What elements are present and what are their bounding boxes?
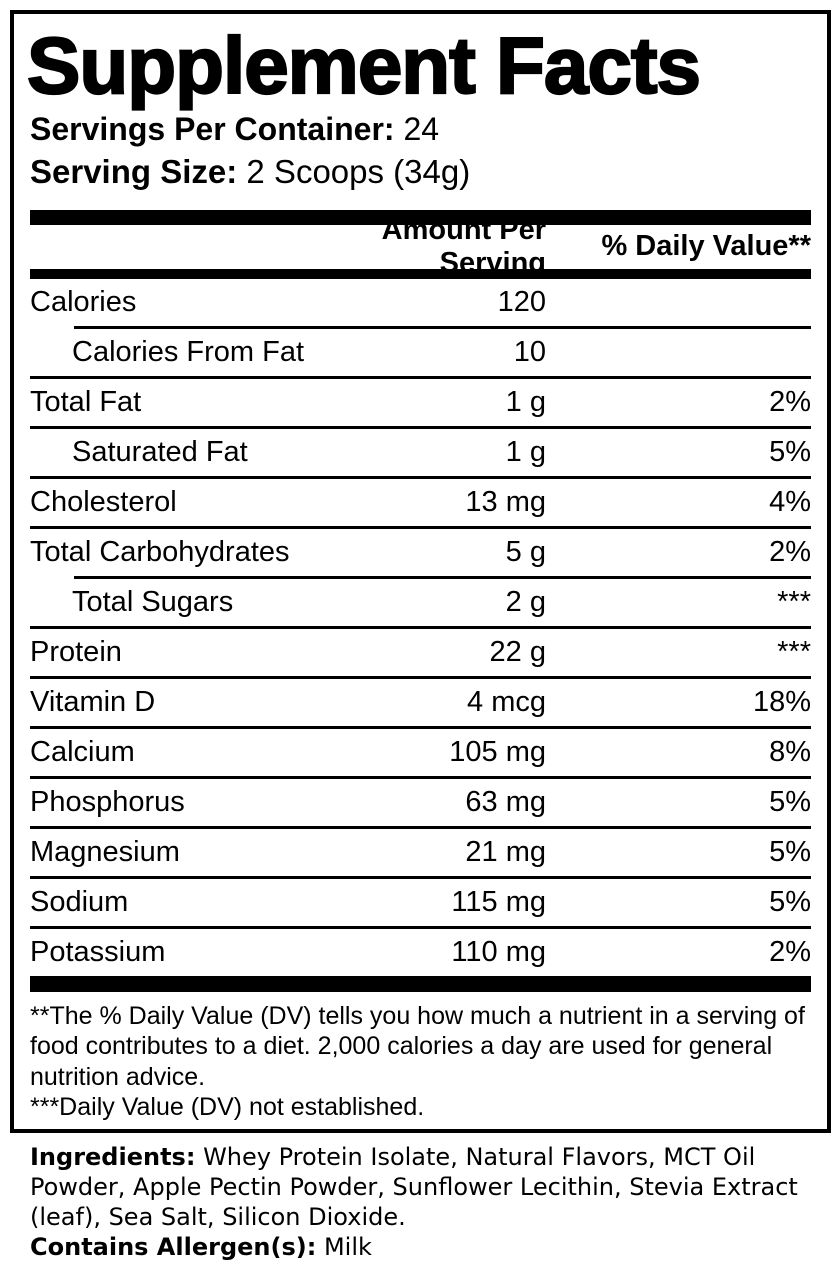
daily-value-header: % Daily Value**	[601, 230, 811, 263]
allergen-value: Milk	[323, 1233, 372, 1261]
table-row: Protein 22 g ***	[30, 629, 811, 676]
serving-size-label: Serving Size:	[30, 152, 238, 190]
row-separator	[30, 475, 811, 479]
nutrient-daily-value: ***	[777, 585, 811, 618]
supplement-facts-panel: Supplement Facts Servings Per Container:…	[10, 10, 831, 1133]
nutrient-amount: 63 mg	[465, 785, 546, 818]
footnote-not-established: ***Daily Value (DV) not established.	[30, 1093, 425, 1122]
nutrient-name: Total Fat	[30, 385, 142, 418]
table-row: Saturated Fat 1 g 5%	[30, 429, 811, 476]
nutrient-name: Phosphorus	[30, 785, 185, 818]
nutrient-amount: 10	[513, 335, 546, 368]
nutrient-amount: 5 g	[505, 535, 546, 568]
nutrient-name: Protein	[30, 635, 122, 668]
row-separator	[30, 375, 811, 379]
divider-thick-bottom	[30, 975, 811, 992]
servings-per-container-line: Servings Per Container: 24	[30, 109, 811, 151]
serving-size-line: Serving Size: 2 Scoops (34g)	[30, 151, 811, 194]
row-separator	[30, 525, 811, 529]
nutrient-amount: 120	[497, 285, 546, 318]
table-row: Potassium 110 mg 2%	[30, 929, 811, 976]
allergen-label: Contains Allergen(s):	[30, 1233, 317, 1261]
nutrient-name: Calories	[30, 285, 137, 318]
nutrient-name: Potassium	[30, 935, 166, 968]
nutrient-name: Total Carbohydrates	[30, 535, 290, 568]
table-row: Total Sugars 2 g ***	[30, 579, 811, 626]
nutrient-amount: 4 mcg	[467, 685, 546, 718]
nutrient-daily-value: 18%	[752, 685, 811, 718]
table-row: Calories 120	[30, 279, 811, 326]
nutrient-amount: 2 g	[505, 585, 546, 618]
divider-thick-top	[30, 209, 811, 225]
nutrient-name: Cholesterol	[30, 485, 177, 518]
row-separator	[74, 325, 811, 329]
nutrient-daily-value: 2%	[769, 385, 811, 418]
servings-per-container-value: 24	[403, 111, 440, 148]
supplement-facts-title: Supplement Facts	[26, 21, 702, 110]
nutrient-daily-value: 2%	[769, 535, 811, 568]
nutrient-amount: 13 mg	[465, 485, 546, 518]
nutrient-daily-value: 4%	[769, 485, 811, 518]
nutrient-daily-value: 2%	[769, 935, 811, 968]
serving-size-value: 2 Scoops (34g)	[246, 152, 471, 190]
nutrient-name: Vitamin D	[30, 685, 156, 718]
nutrient-name: Calcium	[30, 735, 135, 768]
footnote-daily-value: **The % Daily Value (DV) tells you how m…	[30, 1001, 805, 1091]
nutrient-amount: 105 mg	[449, 735, 546, 768]
row-separator	[30, 775, 811, 779]
amount-per-serving-header: Amount Per Serving	[381, 213, 546, 279]
servings-per-container-label: Servings Per Container:	[30, 111, 395, 148]
nutrient-amount: 110 mg	[451, 935, 546, 968]
nutrient-name: Saturated Fat	[72, 435, 248, 468]
divider-medium	[30, 268, 811, 279]
nutrient-amount: 1 g	[505, 385, 546, 418]
footnotes: **The % Daily Value (DV) tells you how m…	[30, 1001, 811, 1123]
table-row: Vitamin D 4 mcg 18%	[30, 679, 811, 726]
row-separator	[30, 625, 811, 629]
nutrient-name: Calories From Fat	[72, 335, 305, 368]
nutrient-name: Magnesium	[30, 835, 180, 868]
row-separator	[30, 425, 811, 429]
nutrient-table: Calories 120 Calories From Fat 10 Total …	[30, 279, 811, 976]
nutrient-daily-value: 5%	[769, 435, 811, 468]
nutrient-amount: 115 mg	[451, 885, 546, 918]
ingredients-section: Ingredients: Whey Protein Isolate, Natur…	[30, 1142, 816, 1262]
row-separator	[30, 725, 811, 729]
column-header-row: Amount Per Serving % Daily Value**	[30, 214, 811, 279]
nutrient-amount: 22 g	[489, 635, 546, 668]
nutrient-daily-value: ***	[777, 635, 811, 668]
table-row: Sodium 115 mg 5%	[30, 879, 811, 926]
table-row: Calcium 105 mg 8%	[30, 729, 811, 776]
table-row: Calories From Fat 10	[30, 329, 811, 376]
table-row: Magnesium 21 mg 5%	[30, 829, 811, 876]
nutrient-name: Sodium	[30, 885, 129, 918]
table-row: Phosphorus 63 mg 5%	[30, 779, 811, 826]
table-row: Total Fat 1 g 2%	[30, 379, 811, 426]
ingredients-list: Whey Protein Isolate, Natural Flavors, M…	[30, 1143, 798, 1231]
ingredients-paragraph: Ingredients: Whey Protein Isolate, Natur…	[30, 1142, 816, 1232]
row-separator	[30, 925, 811, 929]
row-separator	[74, 575, 811, 579]
nutrient-amount: 1 g	[505, 435, 546, 468]
allergen-paragraph: Contains Allergen(s): Milk	[30, 1232, 816, 1262]
nutrient-daily-value: 5%	[769, 885, 811, 918]
nutrient-daily-value: 5%	[769, 835, 811, 868]
row-separator	[30, 875, 811, 879]
ingredients-label: Ingredients:	[30, 1143, 196, 1171]
table-row: Cholesterol 13 mg 4%	[30, 479, 811, 526]
nutrient-daily-value: 5%	[769, 785, 811, 818]
table-row: Total Carbohydrates 5 g 2%	[30, 529, 811, 576]
row-separator	[30, 675, 811, 679]
row-separator	[30, 825, 811, 829]
nutrient-daily-value: 8%	[769, 735, 811, 768]
nutrient-amount: 21 mg	[465, 835, 546, 868]
nutrient-name: Total Sugars	[72, 585, 234, 618]
